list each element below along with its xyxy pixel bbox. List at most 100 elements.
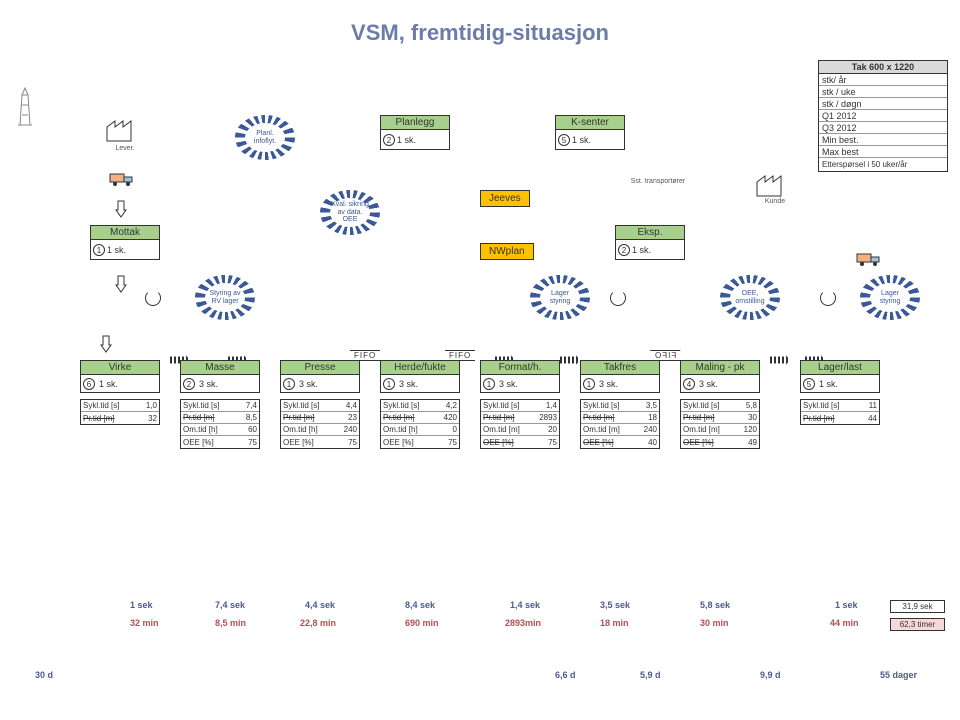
info-row: stk / døgn xyxy=(819,98,947,110)
lighthouse-icon xyxy=(10,80,40,130)
starburst-lager: Lager styring xyxy=(530,275,590,320)
info-row: Max best xyxy=(819,146,947,158)
timeline-process-time: 2893min xyxy=(505,618,541,628)
data-box: Sykl.tid [s]4,4Pr.tid [m]23Om.tid [h]240… xyxy=(280,399,360,449)
col-header: Takfres xyxy=(580,360,660,375)
info-footer: Etterspørsel i 50 uker/år xyxy=(819,158,947,171)
col-header: Format/h. xyxy=(480,360,560,375)
timeline-cycle-time: 7,4 sek xyxy=(215,600,245,610)
down-arrow-icon xyxy=(115,200,127,218)
info-row: stk/ år xyxy=(819,74,947,86)
info-row: Q3 2012 xyxy=(819,122,947,134)
sk-label: 1 sk. xyxy=(397,135,416,145)
yellow-nwplan: NWplan xyxy=(480,243,534,260)
data-box: Sykl.tid [s]7,4Pr.tid [m]8,5Om.tid [h]60… xyxy=(180,399,260,449)
down-arrow-icon xyxy=(115,275,127,293)
col-header: Masse xyxy=(180,360,260,375)
sk-label: 3 sk. xyxy=(699,379,718,389)
kunde-label: Kunde xyxy=(750,198,800,205)
circle-num: 1 xyxy=(383,378,395,390)
sk-label: 3 sk. xyxy=(299,379,318,389)
timeline-process-time: 690 min xyxy=(405,618,439,628)
cycle-icon xyxy=(820,290,836,306)
starburst-oee: OEE, omstilling xyxy=(720,275,780,320)
process-column: Virke 6 1 sk. Sykl.tid [s]1,0Pr.tid [m]32 xyxy=(80,360,160,425)
cycle-icon xyxy=(145,290,161,306)
process-ksenter: K-senter 51 sk. xyxy=(555,115,625,150)
process-mottak: Mottak 11 sk. xyxy=(90,225,160,260)
info-table: Tak 600 x 1220 stk/ år stk / uke stk / d… xyxy=(818,60,948,172)
page-title: VSM, fremtidig-situasjon xyxy=(0,20,960,46)
starburst-planl: Planl. infoflyt. xyxy=(235,115,295,160)
data-box: Sykl.tid [s]5,8Pr.tid [m]30Om.tid [m]120… xyxy=(680,399,760,449)
days-label: 6,6 d xyxy=(555,670,576,680)
col-header: Herde/fukte xyxy=(380,360,460,375)
circle-num: 1 xyxy=(483,378,495,390)
process-planlegg: Planlegg 21 sk. xyxy=(380,115,450,150)
lever-label: Lever. xyxy=(100,145,150,152)
truck-icon xyxy=(855,250,885,268)
col-header: Presse xyxy=(280,360,360,375)
days-label: 5,9 d xyxy=(640,670,661,680)
sk-label: 3 sk. xyxy=(599,379,618,389)
process-header: Eksp. xyxy=(615,225,685,240)
process-column: Herde/fukte 1 3 sk. Sykl.tid [s]4,2Pr.tid [… xyxy=(380,360,460,449)
timeline: 1 sek7,4 sek4,4 sek8,4 sek1,4 sek3,5 sek… xyxy=(0,600,960,640)
transport-label: Sst. transportører xyxy=(630,178,686,185)
sk-label: 1 sk. xyxy=(819,379,838,389)
starburst-lager2: Lager styring xyxy=(860,275,920,320)
timeline-process-time: 18 min xyxy=(600,618,629,628)
col-header: Virke xyxy=(80,360,160,375)
timeline-cycle-time: 1,4 sek xyxy=(510,600,540,610)
timeline-cycle-time: 1 sek xyxy=(835,600,858,610)
data-box: Sykl.tid [s]1,0Pr.tid [m]32 xyxy=(80,399,160,425)
circle-num: 1 xyxy=(583,378,595,390)
circle-num: 2 xyxy=(383,134,395,146)
circle-num: 4 xyxy=(683,378,695,390)
process-header: K-senter xyxy=(555,115,625,130)
timeline-cycle-time: 1 sek xyxy=(130,600,153,610)
circle-num: 1 xyxy=(93,244,105,256)
circle-num: 2 xyxy=(618,244,630,256)
cycle-icon xyxy=(610,290,626,306)
factory-icon xyxy=(755,170,795,198)
starburst-styring-rv: Styring av RV lager xyxy=(195,275,255,320)
circle-num: 6 xyxy=(83,378,95,390)
process-column: Lager/last 5 1 sk. Sykl.tid [s]11Pr.tid [m]… xyxy=(800,360,880,425)
sk-label: 3 sk. xyxy=(399,379,418,389)
sk-label: 1 sk. xyxy=(107,245,126,255)
sk-label: 1 sk. xyxy=(632,245,651,255)
circle-num: 5 xyxy=(803,378,815,390)
sk-label: 1 sk. xyxy=(99,379,118,389)
timeline-cycle-time: 3,5 sek xyxy=(600,600,630,610)
sk-label: 3 sk. xyxy=(499,379,518,389)
data-box: Sykl.tid [s]3,5Pr.tid [m]18Om.tid [m]240… xyxy=(580,399,660,449)
info-row: Min best. xyxy=(819,134,947,146)
process-column: Presse 1 3 sk. Sykl.tid [s]4,4Pr.tid [m]23O… xyxy=(280,360,360,449)
circle-num: 1 xyxy=(283,378,295,390)
push-arrow-icon xyxy=(770,353,790,367)
timeline-process-time: 8,5 min xyxy=(215,618,246,628)
circle-num: 5 xyxy=(558,134,570,146)
process-eksp: Eksp. 21 sk. xyxy=(615,225,685,260)
timeline-process-time: 32 min xyxy=(130,618,159,628)
push-arrow-icon xyxy=(560,353,580,367)
data-box: Sykl.tid [s]4,2Pr.tid [m]420Om.tid [h]0O… xyxy=(380,399,460,449)
timeline-sum-lead: 62,3 timer xyxy=(890,618,945,631)
col-header: Lager/last xyxy=(800,360,880,375)
process-column: Format/h.13 sk.Sykl.tid [s]1,4Pr.tid [m]… xyxy=(480,360,560,449)
days-label: 30 d xyxy=(35,670,53,680)
timeline-cycle-time: 8,4 sek xyxy=(405,600,435,610)
process-column: Maling - pk43 sk.Sykl.tid [s]5,8Pr.tid [… xyxy=(680,360,760,449)
data-box: Sykl.tid [s]11Pr.tid [m]44 xyxy=(800,399,880,425)
process-header: Planlegg xyxy=(380,115,450,130)
info-row: stk / uke xyxy=(819,86,947,98)
days-label: 55 dager xyxy=(880,670,917,680)
info-table-header: Tak 600 x 1220 xyxy=(819,61,947,74)
timeline-sum-time: 31,9 sek xyxy=(890,600,945,613)
days-label: 9,9 d xyxy=(760,670,781,680)
timeline-cycle-time: 5,8 sek xyxy=(700,600,730,610)
process-header: Mottak xyxy=(90,225,160,240)
info-row: Q1 2012 xyxy=(819,110,947,122)
sk-label: 3 sk. xyxy=(199,379,218,389)
